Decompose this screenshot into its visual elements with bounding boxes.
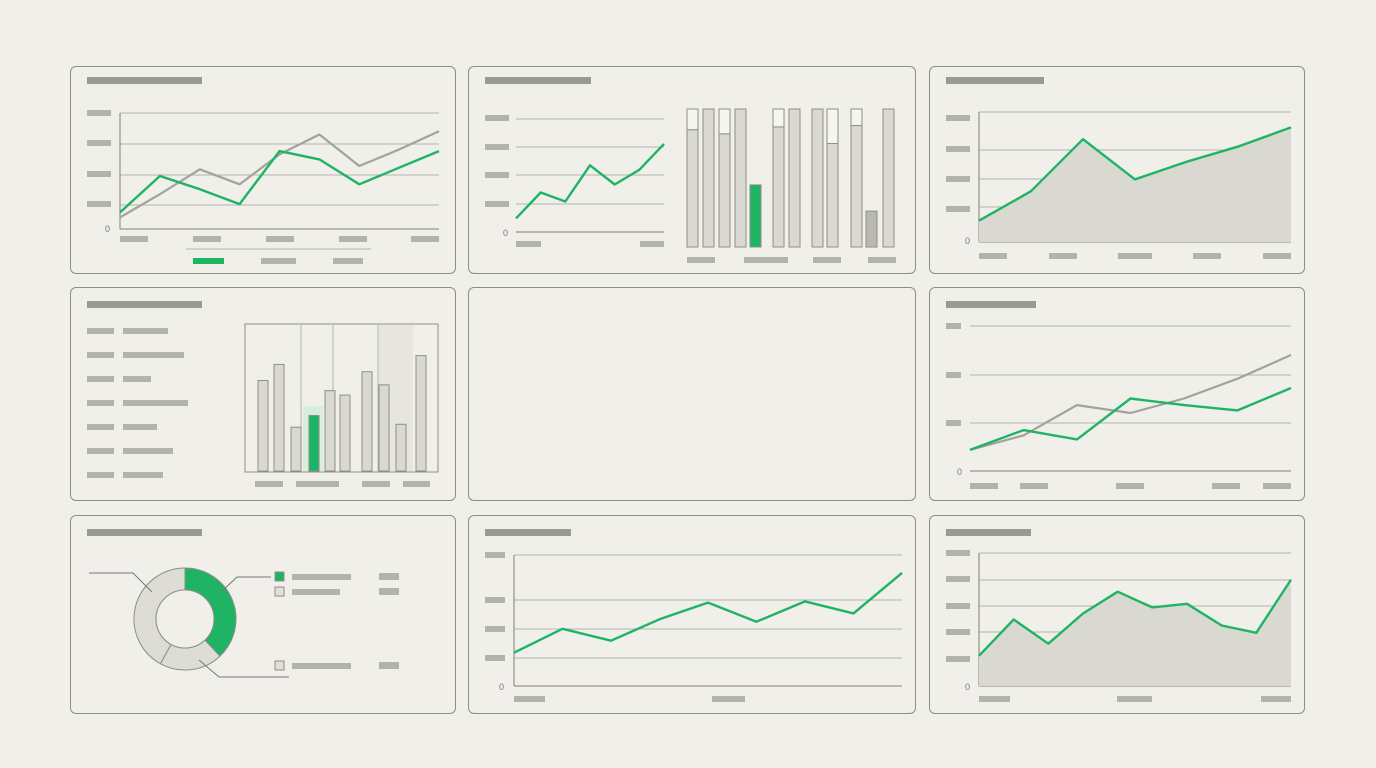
chart-panel-4	[70, 287, 456, 501]
y-zero-label: 0	[503, 228, 508, 238]
series-line-accent	[513, 571, 903, 654]
bar-segment-base	[788, 108, 801, 248]
bar	[273, 363, 285, 472]
chart-title-placeholder	[946, 301, 1036, 308]
legend-swatch-accent	[193, 258, 224, 264]
chart-title-placeholder	[485, 529, 571, 536]
area-fill	[979, 127, 1291, 242]
donut-chart-7	[87, 529, 399, 678]
bar	[290, 426, 302, 472]
y-zero-label: 0	[957, 467, 962, 477]
series-line-neutral	[969, 353, 1292, 451]
bar-segment-top	[686, 108, 699, 131]
chart-panel-8: 0	[468, 515, 916, 714]
bar-chart-4	[87, 301, 439, 487]
area-fill	[979, 579, 1291, 686]
bar	[415, 355, 427, 472]
series-line-accent	[969, 386, 1292, 452]
bar-segment-base	[686, 129, 699, 248]
series-line-accent	[978, 126, 1292, 222]
donut-legend	[274, 571, 399, 671]
bar-segment-top	[772, 108, 785, 128]
bar	[324, 390, 336, 472]
area-chart-3: 0	[946, 77, 1292, 259]
chart-title-placeholder	[946, 77, 1044, 84]
bar-segment-top	[718, 108, 731, 135]
chart-title-placeholder	[946, 529, 1031, 536]
bar	[257, 379, 269, 472]
chart-panel-1: 0	[70, 66, 456, 274]
bar-segment-base	[882, 108, 895, 248]
bar	[308, 415, 320, 472]
chart-title-placeholder	[87, 301, 202, 308]
donut-hole	[155, 589, 215, 649]
bar-segment-base	[811, 108, 824, 248]
y-zero-label: 0	[105, 224, 110, 234]
bar-segment-base	[850, 125, 863, 248]
chart-panel-2: 0	[468, 66, 916, 274]
area-chart-9: 0	[946, 529, 1293, 702]
bar-segment-top	[850, 108, 863, 127]
line-chart-1: 0	[87, 77, 440, 264]
bar	[361, 371, 373, 472]
bar	[339, 394, 351, 472]
category-list	[87, 328, 188, 478]
series-line-accent	[515, 143, 665, 220]
empty-panel	[468, 287, 916, 501]
bar-segment-base	[718, 133, 731, 248]
chart-title-placeholder	[87, 529, 202, 536]
chart-panel-9: 0	[929, 515, 1305, 714]
bar-segment-top	[826, 108, 839, 144]
bar-segment-base	[772, 126, 785, 248]
bar-segment-base	[865, 210, 878, 248]
series-line-accent	[978, 578, 1293, 657]
y-zero-label: 0	[499, 682, 504, 692]
chart-panel-7	[70, 515, 456, 714]
bar-segment-base	[749, 184, 762, 248]
chart-panel-6: 0	[929, 287, 1305, 501]
y-zero-label: 0	[965, 682, 970, 692]
chart-title-placeholder	[87, 77, 202, 84]
bar	[378, 384, 390, 472]
line-chart-8: 0	[485, 529, 903, 702]
y-zero-label: 0	[965, 236, 970, 246]
chart-title-placeholder	[485, 77, 591, 84]
combo-chart-2: 0	[485, 77, 896, 263]
chart-panel-3: 0	[929, 66, 1305, 274]
bar-segment-base	[826, 143, 839, 248]
series-line-neutral	[119, 130, 440, 219]
bar-segment-base	[734, 108, 747, 248]
line-chart-6: 0	[946, 301, 1292, 489]
bar	[395, 423, 407, 472]
bar-segment-base	[702, 108, 715, 248]
series-line-accent	[119, 149, 440, 214]
